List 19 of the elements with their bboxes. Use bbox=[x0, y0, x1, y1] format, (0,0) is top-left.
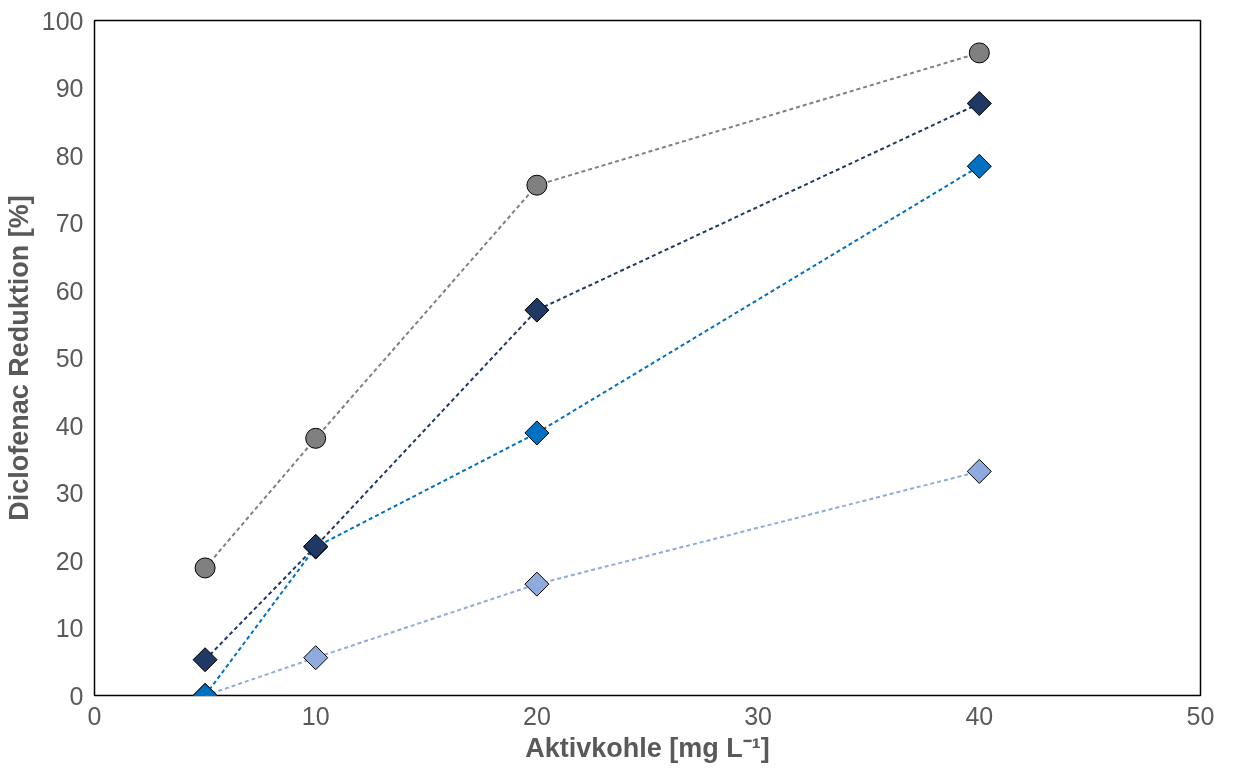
x-tick-label: 10 bbox=[301, 701, 330, 730]
x-tick-label: 0 bbox=[87, 701, 102, 730]
y-axis-title: Diclofenac Reduktion [%] bbox=[3, 195, 34, 521]
y-tick-label: 100 bbox=[41, 6, 84, 35]
x-tick-label: 40 bbox=[965, 701, 994, 730]
x-tick-label: 20 bbox=[523, 701, 551, 730]
x-axis-title: Aktivkohle [mg L⁻¹] bbox=[525, 732, 770, 763]
y-tick-label: 60 bbox=[55, 276, 84, 305]
x-tick-label: 50 bbox=[1186, 701, 1215, 730]
y-tick-label: 80 bbox=[55, 141, 84, 170]
y-tick-label: 20 bbox=[55, 546, 84, 575]
y-tick-label: 70 bbox=[55, 209, 84, 237]
y-tick-label: 90 bbox=[55, 74, 84, 102]
y-tick-label: 40 bbox=[55, 411, 84, 440]
y-tick-label: 50 bbox=[55, 344, 84, 372]
y-tick-label: 10 bbox=[55, 614, 84, 642]
y-tick-label: 30 bbox=[55, 479, 84, 507]
x-tick-label: 30 bbox=[744, 701, 773, 730]
y-tick-label: 0 bbox=[69, 681, 84, 710]
